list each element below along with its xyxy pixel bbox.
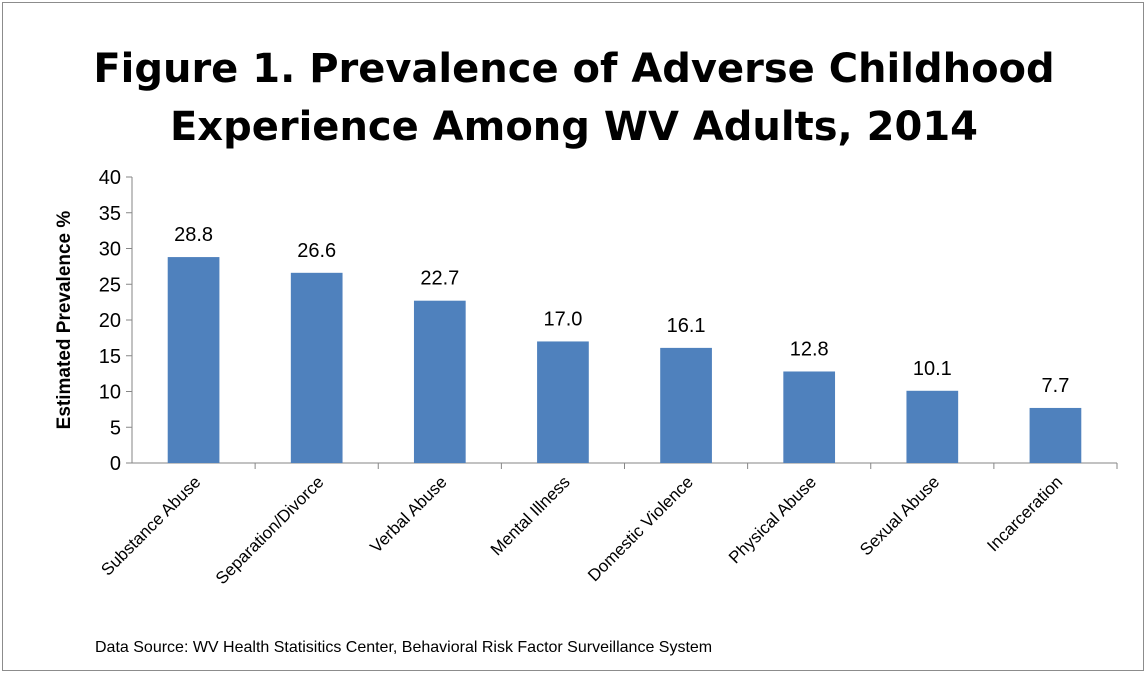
- bar: [783, 371, 836, 463]
- data-label: 22.7: [420, 268, 459, 290]
- data-label: 12.8: [790, 338, 829, 360]
- data-label: 10.1: [913, 358, 952, 380]
- x-category-label: Domestic Violence: [584, 472, 697, 585]
- bar: [167, 257, 220, 463]
- data-source-note: Data Source: WV Health Statisitics Cente…: [95, 639, 713, 656]
- x-category-label: Physical Abuse: [725, 472, 820, 567]
- bar: [413, 300, 466, 463]
- chart-title-line-1: Figure 1. Prevalence of Adverse Childhoo…: [93, 46, 1055, 92]
- data-label: 28.8: [174, 224, 213, 246]
- data-label: 16.1: [667, 315, 706, 337]
- y-tick-label: 30: [99, 239, 121, 261]
- bar: [660, 347, 712, 463]
- data-label: 17.0: [543, 308, 582, 330]
- bar: [906, 390, 959, 463]
- y-tick-label: 25: [99, 274, 121, 296]
- y-tick-label: 40: [99, 167, 121, 189]
- y-tick-label: 35: [99, 203, 121, 225]
- chart-title: Figure 1. Prevalence of Adverse Childhoo…: [0, 40, 1148, 156]
- data-label: 7.7: [1042, 375, 1070, 397]
- y-tick-label: 20: [99, 310, 121, 332]
- bar: [290, 272, 343, 463]
- y-tick-label: 15: [99, 346, 121, 368]
- x-category-label: Substance Abuse: [97, 472, 204, 579]
- data-label: 26.6: [297, 240, 336, 262]
- y-tick-label: 10: [99, 382, 121, 404]
- x-category-label: Mental Illness: [487, 472, 574, 559]
- x-category-label: Separation/Divorce: [212, 472, 328, 588]
- chart-title-line-2: Experience Among WV Adults, 2014: [169, 104, 978, 150]
- y-axis-title: Estimated Prevalence %: [54, 211, 75, 430]
- bar: [1029, 407, 1082, 463]
- x-category-label: Verbal Abuse: [366, 472, 450, 556]
- y-tick-label: 0: [110, 453, 121, 475]
- bar: [537, 341, 589, 463]
- x-category-label: Incarceration: [983, 472, 1066, 555]
- x-category-label: Sexual Abuse: [856, 472, 943, 559]
- y-tick-label: 5: [110, 417, 121, 439]
